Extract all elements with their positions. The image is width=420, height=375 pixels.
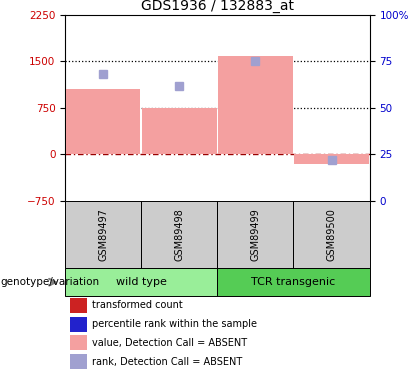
Bar	[66, 89, 140, 154]
Text: wild type: wild type	[116, 277, 167, 287]
Bar	[294, 201, 370, 268]
Bar	[70, 316, 87, 332]
Text: GSM89499: GSM89499	[250, 208, 260, 261]
Text: GSM89500: GSM89500	[326, 208, 336, 261]
Text: genotype/variation: genotype/variation	[0, 277, 99, 287]
Text: GSM89498: GSM89498	[174, 208, 184, 261]
Bar	[294, 154, 369, 164]
Text: GSM89497: GSM89497	[98, 208, 108, 261]
Bar	[218, 57, 293, 154]
Bar	[70, 354, 87, 369]
Text: value, Detection Call = ABSENT: value, Detection Call = ABSENT	[92, 338, 247, 348]
Bar	[218, 201, 294, 268]
Bar	[70, 335, 87, 350]
Bar	[65, 201, 141, 268]
Text: TCR transgenic: TCR transgenic	[251, 277, 336, 287]
Bar	[141, 201, 218, 268]
Bar	[65, 268, 218, 296]
Bar	[142, 108, 217, 154]
Text: rank, Detection Call = ABSENT: rank, Detection Call = ABSENT	[92, 357, 242, 366]
Bar	[70, 298, 87, 313]
Bar	[218, 268, 370, 296]
Text: transformed count: transformed count	[92, 300, 183, 310]
Text: percentile rank within the sample: percentile rank within the sample	[92, 319, 257, 329]
Title: GDS1936 / 132883_at: GDS1936 / 132883_at	[141, 0, 294, 13]
